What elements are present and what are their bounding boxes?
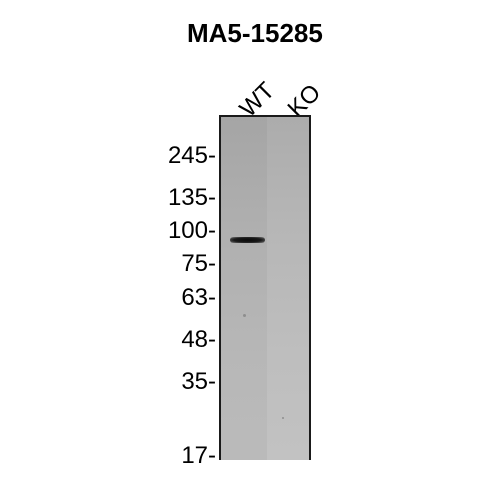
- mw-marker-35: 35-: [181, 368, 216, 395]
- mw-marker-48: 48-: [181, 326, 216, 353]
- mw-marker-63: 63-: [181, 284, 216, 311]
- mw-marker-135: 135-: [167, 184, 216, 211]
- lane-ko-area: [267, 117, 309, 460]
- mw-marker-100: 100-: [167, 217, 216, 244]
- blot-speck: [282, 417, 284, 419]
- blot-speck: [243, 314, 246, 317]
- mw-marker-75: 75-: [181, 250, 216, 277]
- antibody-title: MA5-15285: [187, 18, 323, 48]
- lane-wt-area: [221, 117, 267, 460]
- mw-marker-245: 245-: [167, 142, 216, 169]
- blot-membrane: [219, 115, 311, 460]
- protein-band-wt: [230, 237, 265, 243]
- mw-marker-17: 17-: [181, 442, 216, 469]
